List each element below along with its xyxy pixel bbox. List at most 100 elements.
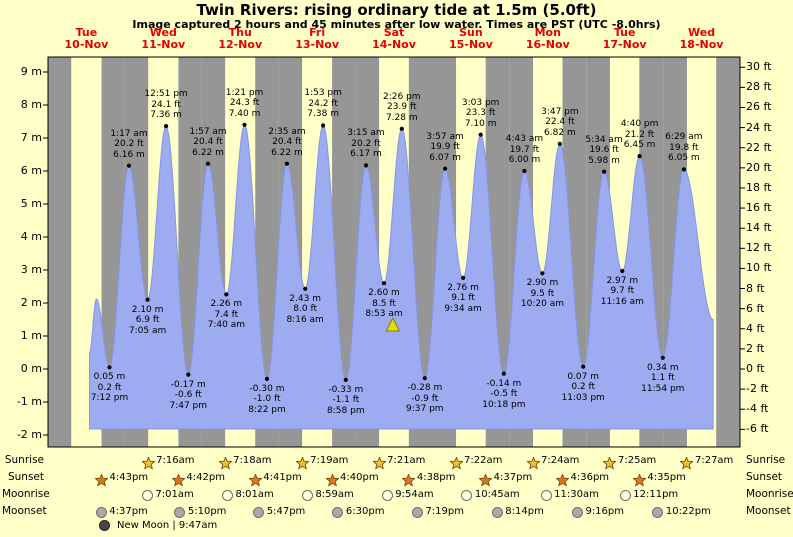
tide-time: 7:05 am: [128, 325, 167, 336]
meters-tick-label: 1 m: [20, 329, 42, 342]
tide-time: 3:15 am: [347, 128, 385, 139]
row-label-sunrise: Sunrise: [4, 454, 44, 466]
tide-height-ft: 9.1 ft: [451, 293, 475, 304]
moonset-circle-icon: [332, 507, 344, 518]
tide-height-m: 2.60 m: [368, 288, 400, 299]
feet-tick-label: -4 ft: [746, 402, 769, 416]
sunset-time: 4:43pm: [109, 472, 149, 483]
tide-time: 3:57 am: [426, 131, 464, 142]
row-label-moonset: Moonset: [746, 505, 791, 517]
tide-annotation: 2:35 am 20.4 ft 6.22 m: [257, 127, 317, 159]
moonset-circle-icon: [253, 507, 265, 518]
tide-extreme-dot: [381, 281, 387, 286]
moonset-circle-icon: [571, 507, 583, 518]
day-label: Tue 17-Nov: [593, 27, 657, 51]
day-label: Wed 18-Nov: [670, 27, 734, 51]
meters-tick-label: -1 m: [16, 395, 42, 408]
tide-extreme-dot: [164, 124, 169, 129]
tide-annotation: 12:51 pm 24.1 ft 7.36 m: [136, 89, 196, 121]
tide-height-ft: 21.2 ft: [624, 129, 655, 140]
feet-tick-label: 0 ft: [746, 362, 765, 375]
feet-tick-label: 28 ft: [746, 80, 772, 94]
moonset-time: 7:19pm: [425, 506, 464, 517]
row-label-sunset: Sunset: [746, 471, 783, 483]
feet-tick-label: 20 ft: [746, 160, 772, 174]
plot-frame: [47, 56, 741, 448]
tide-extreme-dot: [242, 122, 247, 127]
sunrise-time: 7:21am: [387, 455, 426, 466]
meters-tick-label: -2 m: [16, 428, 42, 441]
day-name: Tue: [613, 26, 636, 39]
tide-extreme-dot: [303, 286, 308, 291]
tide-height-m: -0.17 m: [170, 379, 206, 390]
tide-time: 11:16 am: [600, 296, 644, 307]
day-label: Tue 10-Nov: [54, 27, 118, 51]
feet-tick-label: 26 ft: [746, 100, 772, 114]
tide-extreme-dot: [540, 271, 545, 276]
feet-tick-label: 14 ft: [746, 221, 772, 235]
tide-height-ft: 23.3 ft: [465, 108, 496, 119]
day-name: Sun: [459, 26, 483, 39]
tide-height-m: -0.33 m: [328, 384, 364, 395]
row-label-sunset: Sunset: [7, 471, 44, 483]
feet-tick-label: 2 ft: [746, 341, 765, 355]
tide-height-ft: 6.9 ft: [135, 315, 160, 326]
tide-height-ft: 24.1 ft: [151, 99, 181, 110]
tide-extreme-dot: [443, 166, 448, 171]
day-date: 11-Nov: [141, 38, 186, 51]
sunset-star-icon: [247, 472, 263, 487]
moonset-circle-icon: [95, 507, 107, 518]
tide-time: 4:43 am: [505, 134, 544, 144]
day-name: Wed: [688, 26, 716, 39]
tide-extreme-dot: [321, 123, 326, 128]
day-label: Thu 12-Nov: [208, 27, 272, 51]
tide-annotation: 1:21 pm 24.3 ft 7.40 m: [215, 88, 275, 120]
moonrise-circle-icon: [381, 490, 393, 501]
tide-annotation: 2.97 m 9.7 ft 11:16 am: [592, 276, 652, 308]
tide-time: 11:03 pm: [561, 392, 605, 403]
sunset-time: 4:35pm: [647, 472, 686, 483]
tide-height-m: 0.34 m: [646, 362, 679, 373]
day-date: 10-Nov: [64, 38, 109, 51]
tide-annotation: 1:53 pm 24.2 ft 7.38 m: [293, 88, 353, 120]
tide-height-ft: 8.0 ft: [293, 304, 317, 315]
day-name: Fri: [309, 26, 326, 39]
tide-time: 7:47 pm: [169, 400, 208, 411]
moonrise-circle-icon: [301, 490, 313, 501]
feet-tick-label: 12 ft: [746, 241, 772, 255]
tide-height-m: 6.00 m: [508, 155, 541, 165]
tide-height-ft: 20.4 ft: [272, 137, 302, 148]
sunrise-time: 7:25am: [617, 455, 657, 466]
tide-height-ft: 24.2 ft: [308, 98, 338, 109]
tide-time: 6:29 am: [665, 132, 703, 143]
tide-annotation: 1:57 am 20.4 ft 6.22 m: [178, 127, 238, 159]
meters-tick-label: 2 m: [20, 296, 42, 309]
tide-height-ft: 8.5 ft: [372, 298, 396, 309]
moonrise-time: 10:45am: [474, 489, 520, 500]
day-label: Wed 11-Nov: [131, 27, 195, 51]
day-date: 18-Nov: [679, 38, 724, 51]
tide-height-m: 6.22 m: [192, 147, 224, 158]
tide-height-ft: 19.8 ft: [669, 142, 699, 153]
day-name: Mon: [534, 26, 561, 39]
meters-tick-label: 4 m: [20, 230, 42, 243]
tide-height-m: 6.16 m: [113, 149, 145, 160]
tide-height-ft: 23.9 ft: [387, 102, 417, 113]
sunset-time: 4:41pm: [263, 472, 302, 483]
tide-height-m: 7.36 m: [150, 110, 182, 121]
sunrise-time: 7:22am: [464, 455, 503, 466]
tide-annotation: 2.43 m 8.0 ft 8:16 am: [275, 294, 335, 326]
tide-extreme-dot: [461, 275, 466, 280]
tide-extreme-dot: [224, 292, 229, 297]
tide-height-ft: 7.4 ft: [214, 309, 239, 320]
day-name: Tue: [75, 26, 98, 39]
row-label-moonset: Moonset: [2, 505, 47, 517]
tide-curve-area: [89, 124, 714, 430]
feet-tick-label: 22 ft: [746, 140, 772, 154]
tide-extreme-dot: [205, 161, 211, 166]
tide-height-m: -0.28 m: [407, 383, 443, 394]
tide-time: 12:51 pm: [144, 89, 188, 100]
sunset-star-icon: [478, 472, 493, 487]
tide-time: 11:54 pm: [641, 383, 685, 394]
